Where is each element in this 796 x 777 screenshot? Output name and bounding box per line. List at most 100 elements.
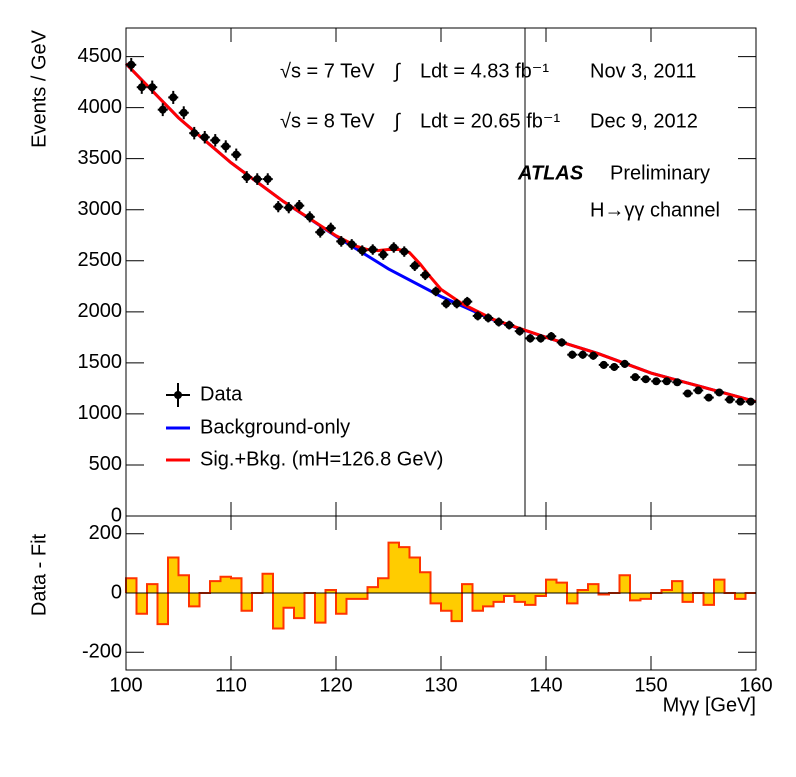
y-tick-label: 500: [89, 453, 122, 475]
legend-marker: [174, 391, 182, 399]
residual-bar: [535, 593, 546, 596]
annotation: √s = 8 TeV: [280, 110, 375, 132]
residual-bar: [619, 575, 630, 593]
residual-bar: [262, 573, 273, 593]
residual-bar: [168, 557, 179, 593]
residual-bar: [472, 593, 483, 611]
y-tick-label: 3000: [78, 198, 123, 220]
data-point: [557, 338, 566, 347]
annotation: Dec 9, 2012: [590, 110, 698, 132]
y-tick-label: 0: [111, 504, 122, 526]
data-point: [379, 250, 388, 259]
residual-bar: [630, 593, 641, 601]
data-point: [442, 299, 451, 308]
residual-bar: [588, 584, 599, 593]
data-point: [211, 136, 220, 145]
residual-bar: [325, 590, 336, 593]
residual-bar: [546, 579, 557, 593]
residual-bar: [241, 593, 252, 611]
data-point: [158, 105, 167, 114]
data-point: [137, 83, 146, 92]
data-point: [169, 93, 178, 102]
data-point: [578, 350, 587, 359]
data-point: [599, 360, 608, 369]
x-tick-label: 150: [634, 674, 667, 696]
data-point: [263, 175, 272, 184]
annotation: H→γγ channel: [590, 199, 720, 221]
data-point: [337, 237, 346, 246]
data-point: [127, 60, 136, 69]
residual-bar: [357, 593, 368, 599]
x-tick-label: 160: [739, 674, 772, 696]
residual-bar: [420, 572, 431, 593]
y-tick-label: 2500: [78, 249, 123, 271]
data-point: [694, 386, 703, 395]
data-point: [190, 129, 199, 138]
data-point: [358, 246, 367, 255]
data-point: [463, 297, 472, 306]
y-tick-label: 3500: [78, 147, 123, 169]
data-point: [326, 224, 335, 233]
residual-bar: [462, 584, 473, 593]
data-point: [316, 228, 325, 237]
residual-bar: [210, 581, 221, 593]
residual-bar: [283, 593, 294, 608]
data-point: [389, 243, 398, 252]
residual-bar: [126, 578, 137, 593]
data-point: [568, 350, 577, 359]
x-tick-label: 100: [109, 674, 142, 696]
residual-bar: [157, 593, 168, 625]
residual-bar: [514, 593, 525, 602]
data-point: [673, 378, 682, 387]
annotation: √s = 7 TeV: [280, 60, 375, 82]
annotation: Nov 3, 2011: [590, 60, 696, 82]
fit-curve: [124, 62, 757, 404]
residual-bar: [525, 593, 536, 605]
x-tick-label: 130: [424, 674, 457, 696]
data-point: [200, 133, 209, 142]
data-point: [305, 212, 314, 221]
residual-bar: [273, 593, 284, 629]
data-point: [284, 203, 293, 212]
data-point: [746, 397, 755, 406]
data-point: [610, 362, 619, 371]
residual-bar: [483, 593, 494, 607]
x-tick-label: 120: [319, 674, 352, 696]
data-point: [683, 389, 692, 398]
residual-bar: [220, 576, 231, 593]
data-point: [652, 377, 661, 386]
residual-bar: [399, 547, 410, 593]
integral-sign: ∫: [393, 60, 401, 82]
data-point: [589, 351, 598, 360]
data-point: [253, 175, 262, 184]
y-tick-label: 4000: [78, 96, 123, 118]
residual-bar: [672, 581, 683, 593]
data-point: [421, 271, 430, 280]
residual-bar: [640, 593, 651, 599]
data-point: [715, 388, 724, 397]
residual-bar: [556, 582, 567, 593]
data-point: [274, 202, 283, 211]
residual-bar: [504, 593, 515, 596]
data-point: [620, 359, 629, 368]
residual-bar: [388, 542, 399, 593]
y-tick-label: 200: [89, 522, 122, 544]
y-axis-label: Events / GeV: [28, 29, 50, 147]
residual-bar: [136, 593, 147, 614]
residual-bar: [682, 593, 693, 602]
data-point: [505, 321, 514, 330]
residual-bar: [451, 593, 462, 622]
residual-bar: [441, 593, 452, 611]
residual-bar: [178, 575, 189, 593]
data-point: [641, 375, 650, 384]
data-point: [704, 393, 713, 402]
residual-bar: [493, 593, 504, 602]
residual-bar: [231, 578, 242, 593]
data-point: [347, 240, 356, 249]
data-point: [725, 395, 734, 404]
residual-bar: [336, 593, 347, 614]
data-point: [526, 334, 535, 343]
data-point: [410, 261, 419, 270]
data-point: [452, 299, 461, 308]
